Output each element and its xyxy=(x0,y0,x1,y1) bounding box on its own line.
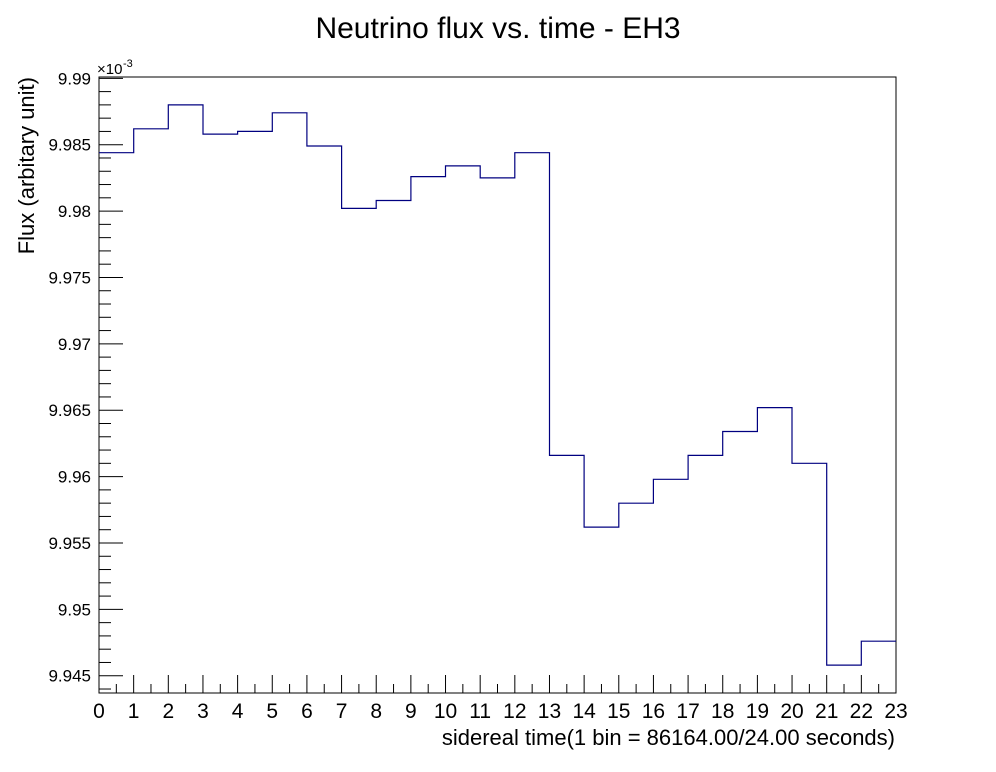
x-tick-label: 0 xyxy=(93,700,105,723)
x-tick-label: 16 xyxy=(642,700,665,723)
x-tick-label: 4 xyxy=(232,700,244,723)
y-tick-label: 9.975 xyxy=(48,268,91,287)
x-tick-label: 14 xyxy=(572,700,596,723)
x-tick-label: 17 xyxy=(676,700,699,723)
y-tick-label: 9.965 xyxy=(48,401,91,420)
x-tick-label: 18 xyxy=(711,700,734,723)
y-tick-label: 9.945 xyxy=(48,667,91,686)
y-tick-label: 9.96 xyxy=(58,468,91,487)
x-tick-label: 15 xyxy=(607,700,630,723)
x-tick-label: 11 xyxy=(469,700,491,723)
chart-title: Neutrino flux vs. time - EH3 xyxy=(315,12,680,45)
x-tick-label: 13 xyxy=(538,700,561,723)
x-tick-label: 6 xyxy=(301,700,313,723)
tick-labels: 0 1 2 3 4 5 6 7 8 9 10 11 12 13 14 15 16 17 18 19 20 21 22 239.… xyxy=(48,69,907,723)
y-tick-label: 9.97 xyxy=(58,335,91,354)
x-axis-label: sidereal time(1 bin = 86164.00/24.00 sec… xyxy=(442,725,895,750)
flux-series-line xyxy=(99,104,896,666)
y-axis-label: Flux (arbitary unit) xyxy=(14,77,39,254)
axis-ticks xyxy=(98,77,897,693)
x-tick-label: 22 xyxy=(850,700,873,723)
y-tick-label: 9.985 xyxy=(48,136,91,155)
x-tick-label: 5 xyxy=(266,700,278,723)
x-tick-label: 8 xyxy=(370,700,382,723)
x-tick-label: 9 xyxy=(405,700,417,723)
x-tick-label: 7 xyxy=(336,700,348,723)
x-tick-label: 19 xyxy=(746,700,769,723)
x-tick-label: 23 xyxy=(884,700,907,723)
y-multiplier-exponent: -3 xyxy=(123,58,133,70)
x-tick-label: 10 xyxy=(434,700,457,723)
x-tick-label: 2 xyxy=(162,700,174,723)
y-tick-label: 9.95 xyxy=(58,600,91,619)
y-tick-label: 9.955 xyxy=(48,534,91,553)
y-tick-label: 9.98 xyxy=(58,202,91,221)
y-tick-label: 9.99 xyxy=(58,69,91,88)
y-multiplier-label: ×10 xyxy=(97,61,122,78)
x-tick-label: 3 xyxy=(197,700,209,723)
x-tick-label: 12 xyxy=(503,700,526,723)
x-tick-label: 1 xyxy=(128,700,140,723)
x-tick-label: 20 xyxy=(780,700,803,723)
x-tick-label: 21 xyxy=(815,700,838,723)
